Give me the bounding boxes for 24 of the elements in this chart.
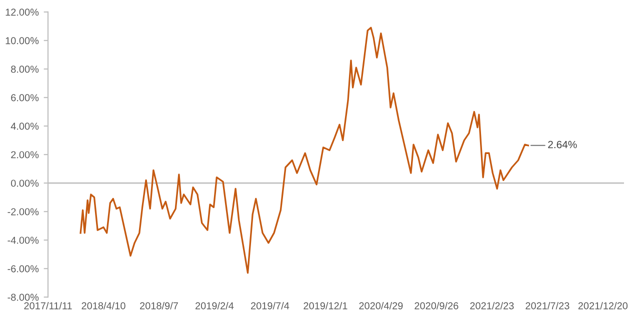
line-series	[80, 26, 530, 274]
x-tick-label: 2020/9/26	[414, 302, 458, 310]
y-tick-label: 12.00%	[6, 8, 39, 16]
x-tick-label: 2021/12/20	[578, 302, 628, 310]
y-tick-label: -6.00%	[8, 265, 39, 272]
y-tick-label: 10.00%	[6, 37, 39, 44]
y-tick-label: 0.00%	[11, 180, 39, 187]
x-tick-label: 2019/12/1	[304, 302, 348, 310]
x-tick-label: 2021/2/23	[470, 302, 514, 310]
x-tick-label: 2018/4/10	[82, 302, 126, 310]
x-tick-label: 2019/2/4	[196, 302, 234, 310]
y-tick-label: -4.00%	[8, 236, 39, 244]
x-tick-label: 2019/7/4	[251, 302, 290, 310]
y-tick-label: -8.00%	[8, 294, 39, 301]
y-tick-label: -2.00%	[8, 208, 39, 216]
x-tick-label: 2021/7/23	[526, 302, 570, 310]
y-tick-label: 8.00%	[11, 66, 39, 73]
x-tick-label: 2018/9/7	[140, 302, 178, 310]
y-tick-label: 4.00%	[10, 122, 39, 130]
annotation: 2.64%	[548, 140, 577, 148]
y-tick-label: 2.00%	[11, 151, 39, 158]
y-tick-label: 6.00%	[11, 94, 39, 102]
x-tick-label: 2020/4/29	[359, 302, 403, 310]
x-tick-label: 2017/11/11	[24, 302, 72, 310]
